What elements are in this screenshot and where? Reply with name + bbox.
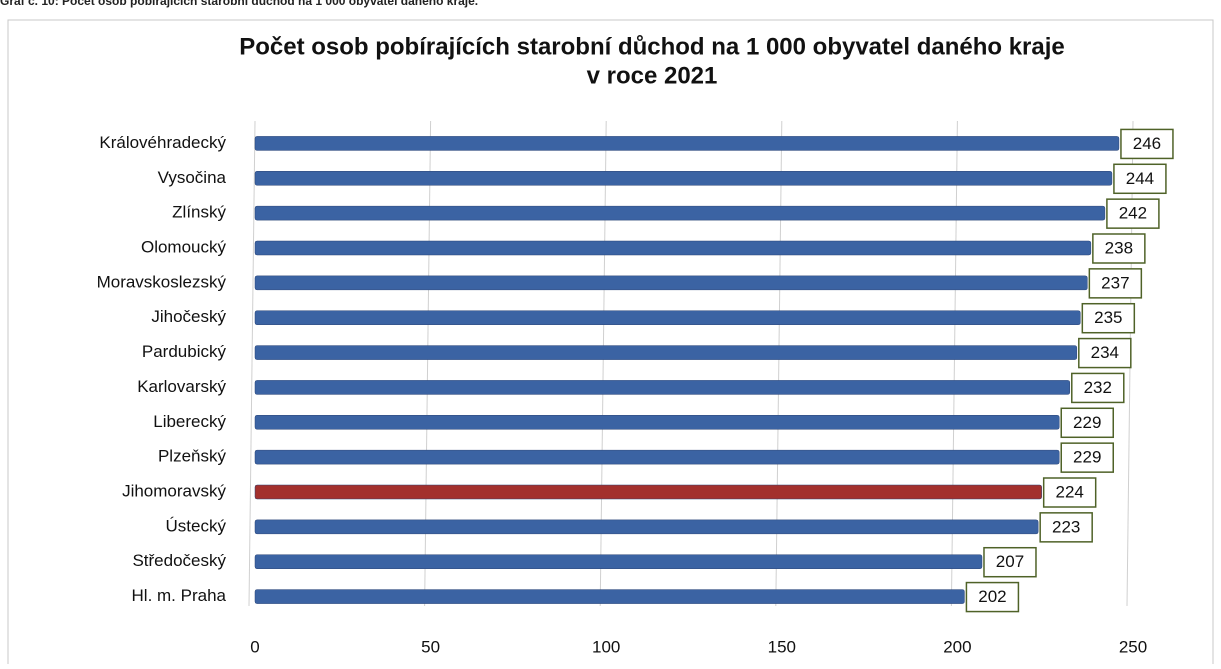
value-label: 235 xyxy=(1094,308,1122,327)
bar xyxy=(254,205,1106,221)
bar xyxy=(254,310,1081,325)
y-tick-label: Vysočina xyxy=(158,168,227,187)
bar xyxy=(254,171,1113,186)
x-tick-label: 200 xyxy=(943,637,971,656)
value-label: 244 xyxy=(1126,169,1154,188)
y-tick-label: Liberecký xyxy=(153,412,226,431)
y-tick-label: Zlínský xyxy=(172,203,226,222)
value-label: 246 xyxy=(1133,134,1161,153)
y-tick-label: Pardubický xyxy=(142,342,227,361)
value-label-box xyxy=(1042,477,1097,508)
grid-line xyxy=(248,120,256,607)
x-tick-label: 50 xyxy=(421,637,440,656)
value-label-box xyxy=(1071,372,1125,404)
value-label: 237 xyxy=(1101,273,1129,292)
value-label-box xyxy=(1081,302,1136,334)
chart-title: v roce 2021 xyxy=(587,62,718,89)
value-label: 242 xyxy=(1119,204,1147,223)
y-tick-label: Moravskoslezský xyxy=(97,272,227,291)
y-tick-label: Jihočeský xyxy=(151,307,226,326)
value-label: 229 xyxy=(1073,448,1101,467)
value-label: 234 xyxy=(1091,343,1119,362)
y-tick-label: Olomoucký xyxy=(141,237,227,256)
value-label-box xyxy=(965,581,1020,613)
bar xyxy=(254,449,1060,465)
x-tick-label: 0 xyxy=(250,637,259,656)
value-label: 207 xyxy=(996,552,1024,571)
value-label-box xyxy=(1088,268,1143,299)
y-tick-label: Středočeský xyxy=(132,551,226,570)
y-tick-label: Karlovarský xyxy=(137,377,226,396)
value-label: 223 xyxy=(1052,517,1080,536)
bar xyxy=(254,240,1092,256)
x-tick-label: 100 xyxy=(592,637,620,656)
value-label-box xyxy=(983,546,1037,578)
value-label-box xyxy=(1060,407,1114,439)
value-label-box xyxy=(1078,337,1132,369)
y-tick-label: Královéhradecký xyxy=(99,133,226,152)
bar xyxy=(254,136,1120,151)
value-label-box xyxy=(1120,128,1174,160)
chart-title: Počet osob pobírajících starobní důchod … xyxy=(239,33,1065,60)
value-label-box xyxy=(1106,198,1160,229)
y-tick-label: Jihomoravský xyxy=(122,481,226,500)
value-label: 238 xyxy=(1105,238,1133,257)
y-tick-label: Plzeňský xyxy=(158,447,227,466)
value-label: 232 xyxy=(1084,378,1112,397)
value-label-box xyxy=(1113,163,1167,195)
y-tick-label: Ústecký xyxy=(166,516,227,535)
bar xyxy=(254,345,1078,360)
caption: Graf č. 10: Počet osob pobírajících star… xyxy=(0,0,478,8)
y-tick-label: Hl. m. Praha xyxy=(132,586,227,605)
bar xyxy=(254,415,1060,430)
bar xyxy=(254,554,983,569)
bar xyxy=(254,484,1042,500)
value-label-box xyxy=(1060,442,1114,473)
value-label: 224 xyxy=(1056,482,1084,501)
value-label: 202 xyxy=(978,587,1006,606)
x-tick-label: 150 xyxy=(768,637,796,656)
bar xyxy=(254,380,1071,395)
bar xyxy=(254,519,1039,535)
bar xyxy=(254,275,1088,291)
x-tick-label: 250 xyxy=(1119,637,1147,656)
value-label: 229 xyxy=(1073,413,1101,432)
value-label-box xyxy=(1039,512,1093,543)
bar xyxy=(254,589,965,604)
value-label-box xyxy=(1092,233,1146,264)
